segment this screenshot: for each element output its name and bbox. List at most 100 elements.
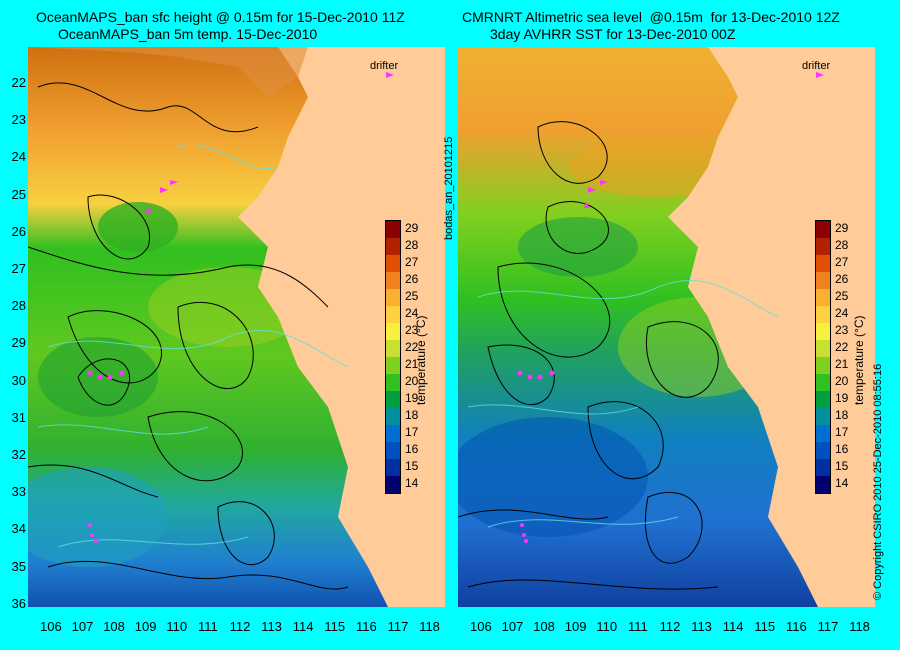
- colorbar-segment: [816, 289, 830, 306]
- latitude-tick: 35: [11, 558, 26, 574]
- colorbar-tick: 21: [835, 356, 849, 371]
- longitude-tick: 117: [817, 619, 839, 634]
- right-colorbar-label: temperature (°C): [852, 315, 866, 406]
- latitude-tick: 36: [11, 595, 26, 611]
- colorbar-tick: 16: [835, 441, 849, 456]
- right-title-line2: 3day AVHRR SST for 13-Dec-2010 00Z: [490, 26, 736, 42]
- colorbar-segment: [816, 476, 830, 493]
- colorbar-segment: [386, 391, 400, 408]
- colorbar-tick: 29: [835, 220, 849, 235]
- colorbar-segment: [386, 425, 400, 442]
- colorbar-tick: 17: [835, 424, 849, 439]
- left-title-line1: OceanMAPS_ban sfc height @ 0.15m for 15-…: [36, 9, 405, 25]
- latitude-tick: 24: [11, 149, 26, 165]
- colorbar-tick: 19: [835, 390, 849, 405]
- longitude-tick: 106: [40, 619, 62, 634]
- colorbar-tick: 25: [405, 288, 419, 303]
- colorbar-tick: 19: [405, 390, 419, 405]
- longitude-tick: 115: [324, 619, 346, 634]
- colorbar-segment: [386, 272, 400, 289]
- longitude-tick: 111: [198, 619, 218, 634]
- colorbar-tick: 26: [835, 271, 849, 286]
- colorbar-segment: [386, 442, 400, 459]
- latitude-tick: 25: [11, 186, 26, 202]
- latitude-tick: 28: [11, 298, 26, 314]
- latitude-tick: 22: [11, 75, 26, 90]
- colorbar-tick: 17: [405, 424, 419, 439]
- colorbar-segment: [386, 408, 400, 425]
- colorbar-segment: [386, 459, 400, 476]
- colorbar-segment: [816, 272, 830, 289]
- colorbar-segment: [386, 255, 400, 272]
- colorbar-segment: [386, 323, 400, 340]
- colorbar-tick: 15: [835, 458, 849, 473]
- colorbar-tick: 22: [405, 339, 419, 354]
- colorbar-segment: [816, 306, 830, 323]
- colorbar-tick: 27: [405, 254, 419, 269]
- colorbar-tick: 29: [405, 220, 419, 235]
- colorbar-tick: 27: [835, 254, 849, 269]
- longitude-tick: 114: [292, 619, 314, 634]
- longitude-tick: 110: [596, 619, 618, 634]
- latitude-tick: 32: [11, 447, 26, 462]
- longitude-tick: 117: [387, 619, 409, 634]
- longitude-tick: 112: [229, 619, 251, 634]
- colorbar-tick: 14: [835, 475, 849, 490]
- left-colorbar-label: temperature (°C): [414, 315, 428, 406]
- longitude-tick: 113: [691, 619, 712, 634]
- left-title-line2: OceanMAPS_ban 5m temp. 15-Dec-2010: [58, 26, 318, 42]
- right-map-svg: [458, 47, 875, 607]
- longitude-tick: 110: [166, 619, 188, 634]
- latitude-tick: 27: [11, 261, 26, 276]
- longitude-tick: 106: [470, 619, 492, 634]
- longitude-tick: 109: [564, 619, 587, 634]
- colorbar-segment: [816, 323, 830, 340]
- colorbar-segment: [816, 374, 830, 391]
- colorbar-tick: 16: [405, 441, 419, 456]
- left-map-svg: [28, 47, 445, 607]
- colorbar-tick: 15: [405, 458, 419, 473]
- longitude-tick: 113: [261, 619, 282, 634]
- longitude-tick: 107: [71, 619, 94, 634]
- latitude-tick: 30: [11, 372, 26, 388]
- colorbar-tick: 26: [405, 271, 419, 286]
- colorbar-segment: [816, 442, 830, 459]
- colorbar-segment: [386, 340, 400, 357]
- longitude-tick: 115: [754, 619, 776, 634]
- longitude-tick: 116: [356, 619, 377, 634]
- colorbar-segment: [386, 374, 400, 391]
- colorbar-tick: 24: [405, 305, 419, 320]
- left-drifter-label: drifter: [370, 60, 399, 72]
- left-current-streams: [37, 144, 349, 548]
- colorbar-tick: 23: [835, 322, 849, 337]
- colorbar-segment: [816, 238, 830, 255]
- latitude-tick: 33: [11, 484, 26, 500]
- colorbar-tick: 21: [405, 356, 419, 371]
- colorbar-segment: [816, 357, 830, 374]
- colorbar-segment: [816, 391, 830, 408]
- colorbar-segment: [816, 221, 830, 238]
- colorbar-tick: 20: [405, 373, 419, 388]
- longitude-tick: 109: [134, 619, 157, 634]
- colorbar-tick: 25: [835, 288, 849, 303]
- colorbar-segment: [386, 238, 400, 255]
- colorbar-tick: 23: [405, 322, 419, 337]
- colorbar-segment: [816, 340, 830, 357]
- longitude-tick: 111: [628, 619, 648, 634]
- left-map-panel: [28, 47, 445, 607]
- colorbar-segment: [386, 289, 400, 306]
- right-drifter-label: drifter: [802, 60, 831, 72]
- right-current-streams: [467, 279, 779, 528]
- colorbar-segment: [816, 459, 830, 476]
- left-colorbar: [385, 220, 401, 494]
- longitude-tick: 112: [659, 619, 681, 634]
- right-map-panel: [458, 47, 875, 607]
- longitude-tick: 108: [533, 619, 555, 634]
- latitude-tick: 26: [11, 223, 26, 239]
- colorbar-segment: [816, 425, 830, 442]
- side-run-label: bodas_an_20101215: [443, 136, 455, 240]
- colorbar-tick: 20: [835, 373, 849, 388]
- right-drifter-markers: [517, 72, 824, 543]
- longitude-tick: 118: [849, 619, 870, 634]
- longitude-tick: 114: [722, 619, 744, 634]
